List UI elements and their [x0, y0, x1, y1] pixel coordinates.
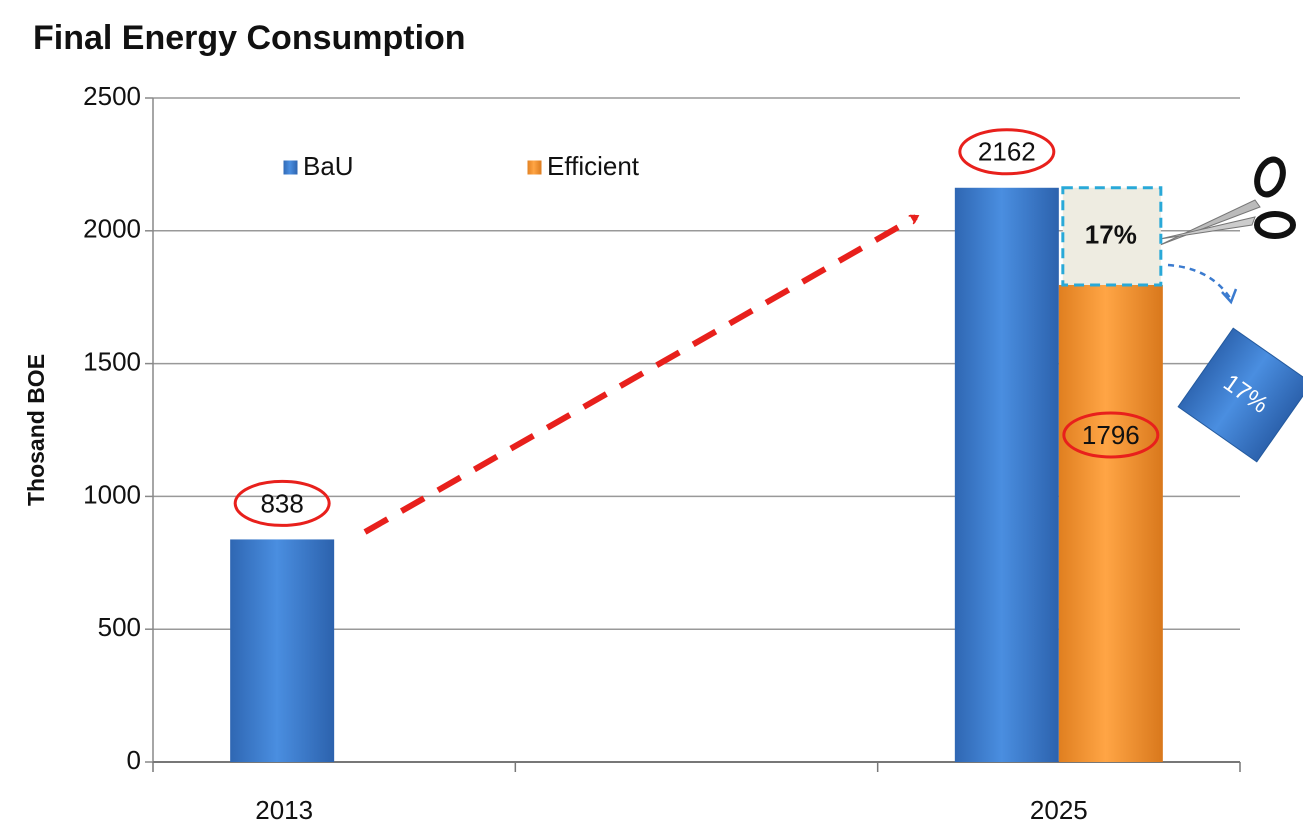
savings-label: 17%	[1085, 219, 1137, 249]
cut-piece	[1177, 327, 1303, 463]
move-arrow-head	[1221, 288, 1238, 305]
y-tick-label: 500	[98, 612, 141, 642]
y-tick-label: 1500	[83, 346, 141, 376]
value-label: 1796	[1082, 420, 1140, 450]
move-arrow	[1167, 263, 1232, 299]
value-label: 838	[260, 488, 303, 518]
legend-swatch	[526, 159, 543, 176]
value-label-circle	[958, 128, 1056, 176]
bar	[230, 539, 335, 762]
legend-swatch	[282, 159, 299, 176]
value-label: 2162	[978, 137, 1036, 167]
chart-title: Final Energy Consumption	[33, 19, 466, 57]
value-label-circle	[233, 479, 331, 527]
legend-label: Efficient	[547, 151, 640, 181]
y-axis-label: Thosand BOE	[23, 354, 49, 506]
y-tick-label: 2500	[83, 81, 141, 111]
x-tick-label: 2025	[1030, 795, 1088, 825]
bar	[1058, 284, 1163, 762]
trend-arrow	[363, 214, 916, 535]
y-tick-label: 1000	[83, 479, 141, 509]
scissors	[1159, 156, 1296, 246]
x-tick-label: 2013	[255, 795, 313, 825]
y-tick-label: 2000	[83, 214, 141, 244]
savings-box	[1061, 186, 1163, 287]
y-tick-label: 0	[127, 745, 141, 775]
bar	[954, 187, 1059, 762]
value-label-circle	[1062, 411, 1160, 459]
legend-label: BaU	[303, 151, 354, 181]
